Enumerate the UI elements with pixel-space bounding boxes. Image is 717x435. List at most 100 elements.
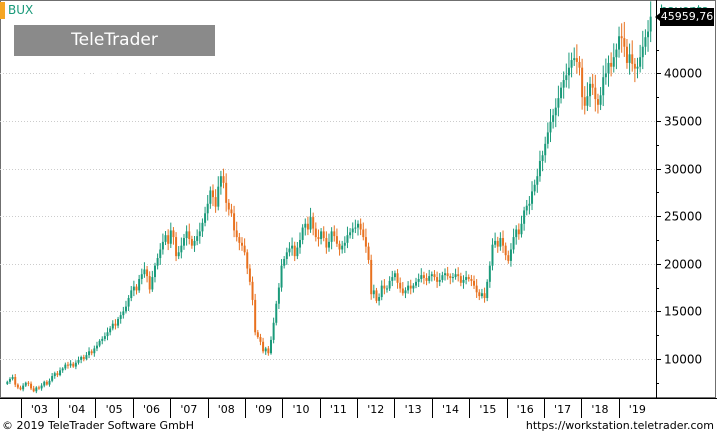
candle-body	[320, 231, 323, 239]
candle-body	[473, 280, 476, 286]
candle-body	[314, 228, 317, 238]
candle-body	[48, 380, 51, 385]
candle-body	[594, 87, 597, 100]
candle-body	[338, 243, 341, 250]
copyright-text: © 2019 TeleTrader Software GmbH	[2, 419, 195, 432]
x-tick-label: '19	[629, 403, 646, 416]
candle-body	[262, 341, 265, 352]
candle-body	[364, 237, 367, 247]
candle-body	[211, 190, 214, 198]
candle-body	[111, 323, 114, 329]
candle-body	[378, 297, 381, 301]
candle-body	[238, 237, 241, 243]
candle-body	[198, 231, 201, 237]
source-url[interactable]: https://workstation.teletrader.com	[525, 419, 714, 432]
x-axis-ticks: '03 '04 '05 '06 '07 '08 '09 '10 '11 '12 '13 '14 '15 '…	[21, 398, 646, 418]
candle-body	[541, 155, 544, 161]
candle-body	[175, 237, 178, 257]
candle-body	[457, 274, 460, 277]
candle-body	[53, 373, 56, 377]
candle-body	[69, 363, 72, 366]
candle-body	[480, 293, 483, 297]
x-tick-label: '08	[218, 403, 235, 416]
candle-body	[98, 340, 101, 346]
candle-body	[499, 238, 502, 247]
candle-body	[399, 282, 402, 289]
candle-body	[159, 249, 162, 259]
candle-body	[509, 249, 512, 261]
candle-body	[235, 230, 238, 238]
candle-body	[85, 355, 88, 359]
candle-body	[422, 275, 425, 279]
candle-body	[633, 63, 636, 69]
candle-body	[267, 348, 270, 354]
candle-body	[333, 231, 336, 237]
y-tick-label: 40000	[664, 67, 702, 81]
candle-body	[362, 229, 365, 238]
candle-body	[567, 67, 570, 76]
candle-body	[415, 281, 418, 286]
candle-body	[428, 276, 431, 281]
candle-body	[22, 385, 25, 390]
candle-body	[88, 351, 91, 356]
candle-body	[14, 377, 17, 385]
candle-body	[538, 160, 541, 177]
candle-body	[409, 285, 412, 289]
candle-body	[8, 378, 11, 382]
candle-body	[119, 315, 122, 319]
candle-body	[169, 230, 172, 244]
candle-body	[37, 387, 40, 389]
candle-body	[251, 281, 254, 300]
candle-body	[161, 241, 164, 250]
candle-body	[122, 311, 125, 316]
candle-body	[383, 285, 386, 289]
y-tick-label: 15000	[664, 305, 702, 319]
candle-body	[351, 228, 354, 233]
candle-body	[19, 387, 22, 390]
candle-body	[494, 240, 497, 245]
candle-body	[275, 303, 278, 323]
candle-body	[188, 231, 191, 239]
candle-body	[196, 236, 199, 241]
candle-body	[185, 231, 188, 239]
candle-body	[557, 98, 560, 108]
candle-body	[328, 241, 330, 248]
candle-body	[64, 364, 67, 369]
candle-body	[641, 46, 644, 58]
candle-body	[164, 235, 167, 242]
candle-body	[546, 132, 549, 144]
x-tick-label: '09	[255, 403, 272, 416]
candle-body	[604, 73, 607, 78]
candle-body	[488, 265, 491, 282]
candle-body	[309, 217, 312, 230]
candle-body	[306, 223, 309, 230]
candle-body	[343, 242, 346, 246]
candle-body	[625, 46, 628, 63]
candle-body	[451, 277, 454, 279]
candle-body	[631, 54, 634, 64]
candle-body	[124, 306, 127, 312]
candle-body	[523, 210, 526, 224]
candle-body	[206, 203, 209, 214]
candle-body	[193, 240, 196, 246]
watermark-brand: TeleTrader	[71, 30, 158, 50]
candle-body	[341, 245, 344, 250]
candle-body	[430, 274, 433, 277]
candle-body	[285, 252, 288, 259]
candle-body	[293, 245, 296, 257]
candle-body	[16, 384, 19, 388]
candle-body	[117, 318, 120, 326]
candle-body	[396, 273, 399, 283]
candle-body	[647, 31, 650, 38]
candle-body	[182, 238, 185, 246]
x-tick-label: '16	[517, 403, 534, 416]
candle-body	[288, 248, 291, 253]
candle-body	[256, 332, 259, 338]
candle-body	[512, 237, 515, 250]
x-tick-label: '18	[591, 403, 608, 416]
y-tick-label: 30000	[664, 163, 702, 177]
candle-body	[201, 222, 204, 232]
candle-body	[11, 377, 14, 379]
candle-body	[615, 49, 618, 58]
x-tick-label: '13	[405, 403, 422, 416]
